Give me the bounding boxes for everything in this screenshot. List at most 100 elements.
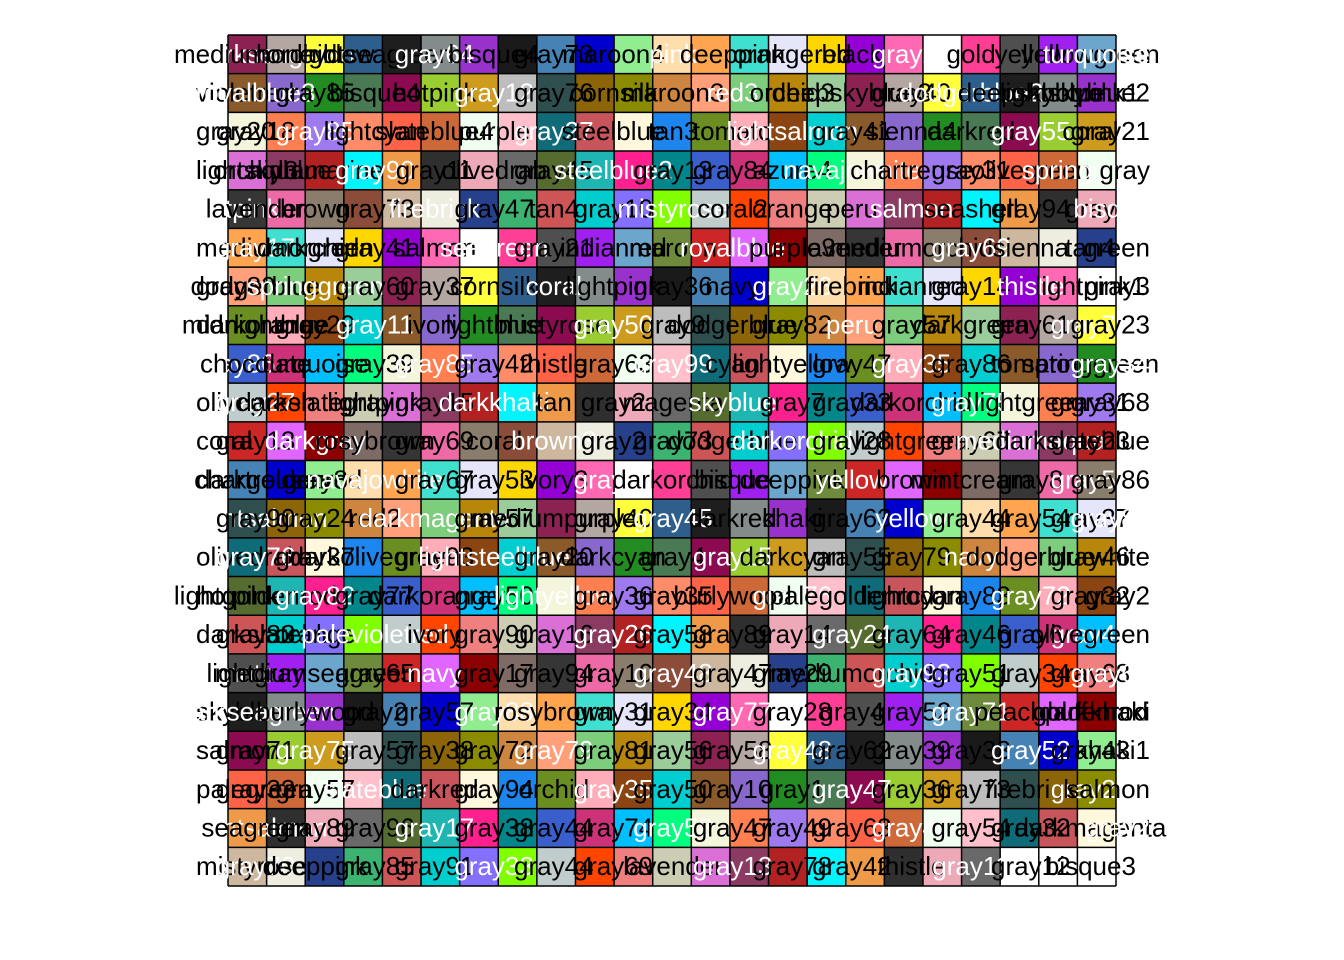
cell-label: gray21 [514,232,594,262]
color-cell [343,305,383,345]
color-cell [807,808,846,848]
color-cell [614,615,653,654]
color-cell [845,73,885,113]
cell-label: gray78 [1051,310,1131,340]
cell-label: deeppink [263,851,370,881]
cell-label: violetred [196,78,294,108]
cell-label: gray73 [514,39,594,69]
color-cell [614,769,653,809]
color-cell [421,769,460,809]
color-cell [1038,499,1078,538]
color-cell [266,615,306,654]
color-cell [343,383,383,422]
cell-label: orchid3 [750,78,835,108]
color-cell [729,460,769,500]
color-cell [575,576,615,616]
color-cell [575,692,615,732]
color-cell [1077,769,1116,809]
color-cell [1077,151,1116,190]
color-cell [768,228,808,268]
color-cell [1077,421,1116,461]
color-cell [691,383,730,422]
cell-label: gray20 [514,542,594,572]
color-cell [575,112,615,152]
color-cell [1000,499,1039,538]
cell-label: deepskyblue3 [772,78,932,108]
color-cell [729,421,769,461]
cell-label: royalblue [680,232,786,262]
color-cell [228,499,267,538]
color-cell [729,305,769,345]
cell-label: navajowhite [306,464,443,494]
cell-label: gray24 [812,619,892,649]
cell-label: gray52 [872,696,952,726]
color-cell [807,576,846,616]
color-cell [498,576,537,616]
color-cell [807,305,846,345]
color-cell [768,460,808,500]
cell-label: gray62 [812,735,892,765]
color-cell [421,344,460,384]
color-cell [807,112,846,152]
cell-label: royalblue3 [196,78,316,108]
color-cell [768,692,808,732]
color-cell [807,499,846,538]
cell-label: gray54 [991,503,1071,533]
cell-label: firebrick [806,271,898,301]
color-cell [575,615,615,654]
color-cell [807,73,846,113]
color-cell [768,769,808,809]
color-cell [922,769,962,809]
color-cell [536,537,576,577]
color-cell [652,421,692,461]
color-cell [305,537,344,577]
cell-label: darkkhaki [438,387,549,417]
color-cell [1000,73,1039,113]
color-cell [1077,305,1116,345]
color-cell [228,35,267,74]
cell-label: gray [1099,155,1150,185]
cell-label: gray89 [693,619,773,649]
cell-label: darkslateblue [995,426,1150,456]
color-cell [768,151,808,190]
color-cell [228,189,267,229]
cell-label: gray88 [454,696,534,726]
color-cell [652,383,692,422]
cell-label: palegoldenrod [769,580,934,610]
color-cell [459,653,499,693]
cell-label: gray31 [574,696,654,726]
color-cell [845,692,885,732]
color-cell [884,151,923,190]
cell-label: gray46 [1051,542,1131,572]
cell-label: gray55 [812,542,892,572]
cell-label: gray76 [216,542,296,572]
color-cell [884,73,923,113]
cell-label: peru [826,310,878,340]
color-cell [845,189,885,229]
color-cell [228,460,267,500]
cell-label: slateblue4 [375,116,494,146]
cell-label: brown [280,194,351,224]
color-cell [922,499,962,538]
color-cell [961,692,1001,732]
cell-label: gray61 [991,310,1071,340]
color-cell [961,228,1001,268]
color-cell [575,267,615,306]
cell-label: coral [196,426,252,456]
color-cell [768,305,808,345]
color-cell [1000,35,1039,74]
cell-label: lightsalmon [196,813,328,843]
color-cell [807,460,846,500]
color-cell [498,421,537,461]
cell-label: gray17 [216,232,296,262]
color-cell [228,769,267,809]
color-cell [691,692,730,732]
cell-label: maroon3 [622,78,725,108]
cell-label: chartreuse [850,155,973,185]
color-cell [1077,692,1116,732]
cell-label: gray60 [335,271,415,301]
color-cell [807,769,846,809]
cell-label: darkcyan [561,542,667,572]
cell-label: gray26 [753,271,833,301]
cell-label: gray33 [812,387,892,417]
